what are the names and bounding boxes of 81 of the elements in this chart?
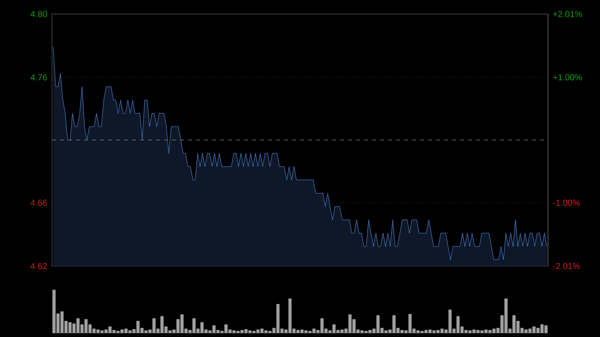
bar bbox=[128, 330, 132, 333]
bar bbox=[348, 314, 352, 333]
bar bbox=[144, 330, 148, 333]
bar bbox=[448, 310, 452, 333]
bar bbox=[244, 329, 248, 333]
bar bbox=[376, 315, 380, 333]
bar bbox=[416, 330, 420, 333]
y2-tick-label: +2.01% bbox=[553, 10, 582, 18]
y2-tick-label: -1.00% bbox=[553, 200, 580, 206]
bar bbox=[60, 311, 64, 333]
y-tick-label: 4.80 bbox=[30, 10, 47, 18]
bar bbox=[436, 330, 440, 333]
bar bbox=[260, 328, 264, 333]
bar bbox=[540, 324, 544, 333]
bar bbox=[224, 324, 228, 333]
bar bbox=[528, 328, 532, 333]
bar bbox=[92, 328, 96, 333]
bar bbox=[340, 330, 344, 333]
bar bbox=[300, 330, 304, 333]
bar bbox=[456, 316, 460, 333]
bar bbox=[84, 319, 88, 333]
bar bbox=[160, 316, 164, 333]
bar bbox=[440, 328, 444, 333]
bar bbox=[120, 330, 124, 333]
bar bbox=[524, 330, 528, 333]
bar bbox=[532, 326, 536, 333]
bar bbox=[492, 328, 496, 333]
bar bbox=[536, 328, 540, 333]
bar bbox=[256, 330, 260, 333]
bar bbox=[216, 330, 220, 333]
bar bbox=[384, 330, 388, 333]
bar bbox=[360, 330, 364, 333]
bar bbox=[320, 318, 324, 333]
bar bbox=[464, 330, 468, 333]
bar bbox=[312, 328, 316, 333]
y2-tick-label: -2.01% bbox=[553, 262, 580, 270]
bar bbox=[96, 330, 100, 333]
bar bbox=[108, 326, 112, 333]
bar bbox=[476, 330, 480, 333]
bar bbox=[472, 330, 476, 333]
bar bbox=[368, 330, 372, 333]
bar bbox=[408, 314, 412, 333]
bar bbox=[68, 322, 72, 333]
bar bbox=[488, 330, 492, 333]
bar bbox=[468, 330, 472, 333]
bar bbox=[168, 330, 172, 333]
bar bbox=[512, 315, 516, 333]
bar bbox=[112, 330, 116, 333]
bar bbox=[212, 325, 216, 333]
bar bbox=[304, 330, 308, 333]
bar bbox=[124, 328, 128, 333]
y2-tick-label: +1.00% bbox=[553, 74, 582, 80]
bar bbox=[100, 330, 104, 333]
bar bbox=[432, 330, 436, 333]
bar bbox=[240, 330, 244, 333]
bar bbox=[192, 318, 196, 333]
bar bbox=[392, 315, 396, 333]
bar bbox=[480, 330, 484, 333]
bar bbox=[484, 330, 488, 333]
bar bbox=[264, 330, 268, 333]
bar bbox=[504, 298, 508, 333]
bar bbox=[296, 330, 300, 333]
y-tick-label: 4.62 bbox=[30, 262, 47, 270]
bar bbox=[52, 290, 56, 333]
bar bbox=[288, 298, 292, 333]
bar bbox=[232, 330, 236, 333]
bar bbox=[76, 318, 80, 333]
bar bbox=[400, 330, 404, 333]
bar bbox=[180, 314, 184, 333]
bar bbox=[136, 320, 140, 333]
bar bbox=[104, 330, 108, 333]
bar bbox=[428, 330, 432, 333]
bar bbox=[276, 304, 280, 333]
bar bbox=[200, 322, 204, 333]
bar bbox=[332, 324, 336, 333]
bar bbox=[544, 325, 548, 333]
y-tick-label: 4.66 bbox=[30, 200, 47, 206]
bar bbox=[424, 330, 428, 333]
bar bbox=[248, 330, 252, 333]
y-tick-label: 4.76 bbox=[30, 74, 47, 80]
bar bbox=[152, 318, 156, 333]
